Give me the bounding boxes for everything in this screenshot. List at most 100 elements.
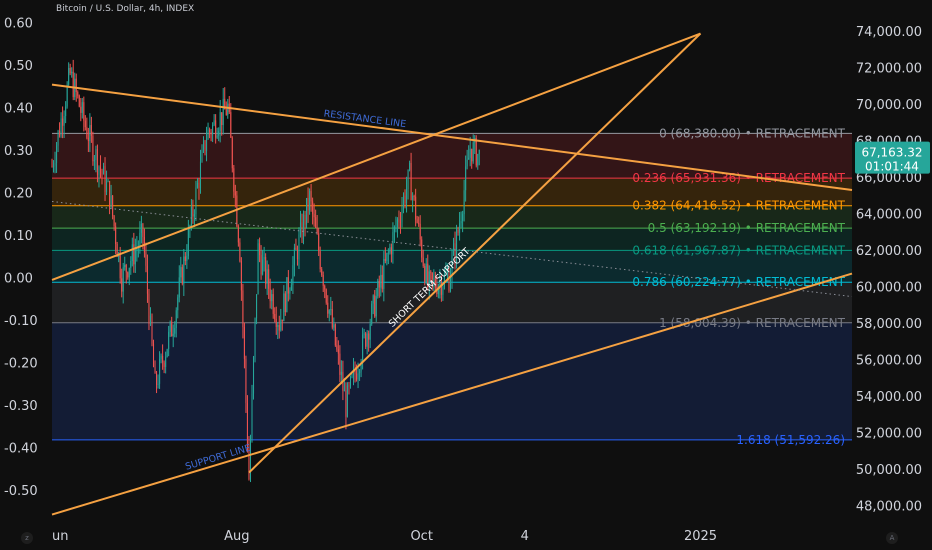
candle[interactable] <box>245 358 247 403</box>
candle[interactable] <box>469 148 471 158</box>
candle[interactable] <box>131 244 133 261</box>
candle[interactable] <box>466 159 468 167</box>
candle[interactable] <box>162 355 164 363</box>
candle[interactable] <box>431 272 433 280</box>
candle[interactable] <box>318 233 320 252</box>
candle[interactable] <box>271 294 273 302</box>
candle[interactable] <box>124 264 126 268</box>
candle[interactable] <box>204 140 206 151</box>
candle[interactable] <box>257 243 259 295</box>
candle[interactable] <box>372 295 374 304</box>
candle[interactable] <box>401 207 403 222</box>
candle[interactable] <box>249 440 252 480</box>
candle[interactable] <box>259 243 261 256</box>
candle[interactable] <box>427 263 429 288</box>
candle[interactable] <box>63 116 65 126</box>
candle[interactable] <box>102 166 105 175</box>
candle[interactable] <box>134 250 136 265</box>
candle[interactable] <box>306 197 308 225</box>
candle[interactable] <box>142 223 144 237</box>
candle[interactable] <box>377 280 379 297</box>
candle[interactable] <box>77 92 79 96</box>
candle[interactable] <box>327 302 329 314</box>
candle[interactable] <box>412 195 414 201</box>
candle[interactable] <box>277 324 279 327</box>
candle[interactable] <box>133 244 135 265</box>
candle[interactable] <box>186 255 188 262</box>
candle[interactable] <box>475 138 477 166</box>
candle[interactable] <box>254 318 256 358</box>
candle[interactable] <box>101 170 103 175</box>
candle[interactable] <box>457 229 459 233</box>
candle[interactable] <box>239 242 241 262</box>
candle[interactable] <box>442 287 444 295</box>
candle[interactable] <box>112 195 114 216</box>
candle[interactable] <box>463 190 465 215</box>
candle[interactable] <box>360 362 362 372</box>
candle[interactable] <box>380 274 382 288</box>
trendline-short-term-support[interactable] <box>248 32 702 474</box>
candle[interactable] <box>343 390 345 392</box>
candle[interactable] <box>160 355 162 359</box>
candle[interactable] <box>443 274 445 288</box>
candle[interactable] <box>324 285 326 290</box>
candle[interactable] <box>193 214 195 217</box>
candle[interactable] <box>406 188 408 204</box>
candle[interactable] <box>404 195 406 204</box>
candle[interactable] <box>140 223 142 233</box>
candle[interactable] <box>251 393 253 441</box>
candle[interactable] <box>252 357 255 394</box>
candle[interactable] <box>339 353 341 375</box>
candle[interactable] <box>151 315 153 344</box>
candle[interactable] <box>413 195 415 197</box>
candle[interactable] <box>54 162 56 166</box>
candle[interactable] <box>309 191 311 211</box>
candle[interactable] <box>157 383 159 385</box>
candle[interactable] <box>322 274 324 286</box>
candle[interactable] <box>471 148 473 162</box>
candle[interactable] <box>302 214 305 240</box>
candle[interactable] <box>371 303 373 324</box>
candle[interactable] <box>201 149 203 162</box>
candle[interactable] <box>86 127 88 138</box>
candle[interactable] <box>230 112 232 138</box>
candle[interactable] <box>192 206 194 217</box>
candle[interactable] <box>422 257 424 267</box>
candle[interactable] <box>409 162 411 170</box>
candle[interactable] <box>415 196 417 220</box>
candle[interactable] <box>280 319 282 331</box>
candle[interactable] <box>146 265 148 294</box>
candle[interactable] <box>113 215 115 227</box>
candle[interactable] <box>419 223 421 240</box>
candle[interactable] <box>312 201 314 215</box>
candle[interactable] <box>156 373 158 385</box>
candle[interactable] <box>301 222 303 240</box>
candle[interactable] <box>219 112 221 132</box>
candle[interactable] <box>115 226 117 245</box>
candle[interactable] <box>148 293 150 325</box>
candle[interactable] <box>357 373 359 380</box>
candle[interactable] <box>389 247 391 253</box>
candle[interactable] <box>289 290 291 294</box>
candle[interactable] <box>87 137 89 142</box>
candle[interactable] <box>95 149 97 161</box>
candle[interactable] <box>398 219 400 222</box>
candle[interactable] <box>472 142 474 162</box>
candle[interactable] <box>456 229 458 259</box>
candle[interactable] <box>374 295 376 317</box>
candle[interactable] <box>240 261 242 291</box>
candle[interactable] <box>433 278 435 280</box>
candle[interactable] <box>227 103 229 115</box>
candle[interactable] <box>296 249 298 260</box>
candle[interactable] <box>90 125 92 136</box>
candle[interactable] <box>168 331 170 350</box>
candle[interactable] <box>434 278 436 288</box>
candle[interactable] <box>57 130 59 146</box>
candle[interactable] <box>221 112 223 125</box>
candle[interactable] <box>225 109 227 115</box>
candle[interactable] <box>468 157 470 160</box>
candle[interactable] <box>149 315 152 325</box>
candle[interactable] <box>262 259 264 275</box>
candle[interactable] <box>68 68 70 85</box>
